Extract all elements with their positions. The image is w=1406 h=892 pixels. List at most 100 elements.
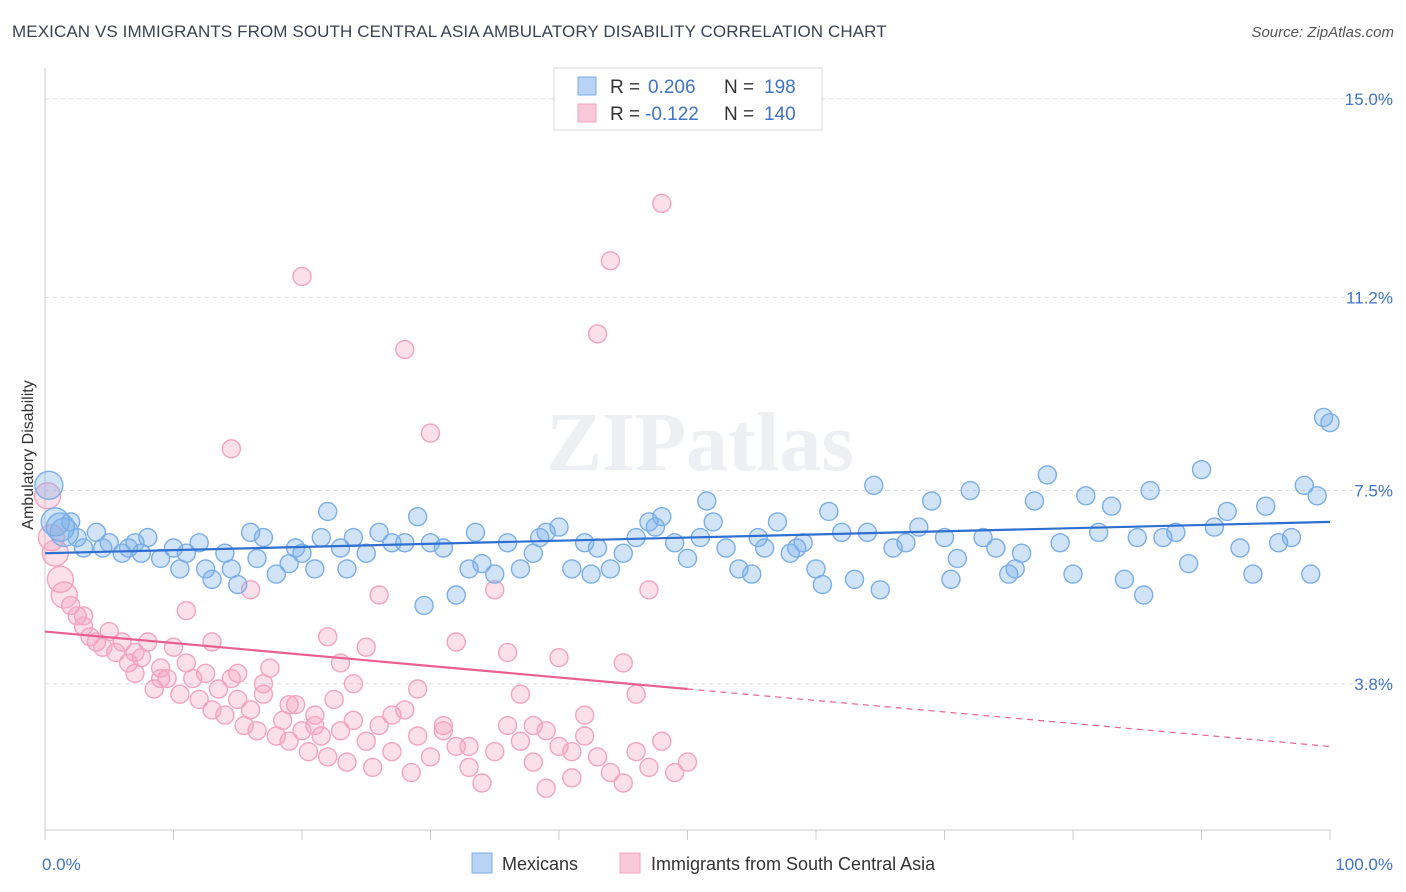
mexicans-point xyxy=(754,538,775,558)
immigrants-point xyxy=(600,762,621,783)
legend-n-label: N = xyxy=(724,104,754,125)
immigrants-point xyxy=(215,705,235,725)
immigrants-point xyxy=(510,684,531,704)
y-tick-label: 7.5% xyxy=(1354,482,1393,501)
legend-swatch-immigrants xyxy=(577,103,597,123)
mexicans-point xyxy=(1243,564,1263,584)
mexicans-point xyxy=(138,527,158,548)
mexicans-point xyxy=(228,574,248,595)
immigrants-point xyxy=(639,757,659,778)
bottom-legend-swatch-mexicans xyxy=(471,852,493,874)
mexicans-point xyxy=(67,527,87,548)
mexicans-point xyxy=(1127,527,1147,548)
immigrants-point xyxy=(369,715,389,736)
mexicans-point xyxy=(832,522,852,543)
mexicans-point xyxy=(343,527,364,548)
mexicans-point xyxy=(581,564,601,584)
mexicans-point xyxy=(600,559,621,579)
immigrants-point xyxy=(639,580,659,600)
immigrants-point xyxy=(163,637,184,657)
mexicans-point xyxy=(1320,412,1340,433)
gridlines xyxy=(45,98,1390,685)
immigrants-point xyxy=(221,668,242,689)
mexicans-point xyxy=(1307,486,1327,506)
immigrants-point xyxy=(202,632,222,652)
mexicans-point xyxy=(337,559,357,579)
immigrants-point xyxy=(285,694,306,715)
mexicans-point xyxy=(45,512,76,542)
immigrants-trend-line xyxy=(44,630,688,691)
immigrants-point xyxy=(240,700,261,720)
mexicans-point xyxy=(780,543,800,563)
immigrants-point xyxy=(549,647,569,668)
immigrants-point xyxy=(208,679,229,699)
mexicans-point xyxy=(896,533,916,553)
mexicans-point xyxy=(49,517,79,548)
bottom-legend-mexicans: Mexicans xyxy=(502,854,578,874)
immigrants-point xyxy=(362,757,383,778)
mexicans-point xyxy=(562,559,582,579)
y-axis-title: Ambulatory Disability xyxy=(20,380,37,529)
immigrants-point xyxy=(170,684,190,704)
mexicans-point xyxy=(864,475,884,496)
immigrants-point xyxy=(420,423,441,443)
immigrants-point xyxy=(613,653,633,673)
mexicans-point xyxy=(613,543,633,563)
immigrants-point xyxy=(459,757,479,778)
mexicans-point xyxy=(697,491,717,511)
immigrants-point xyxy=(279,694,299,715)
x-tick-labels: 0.0% 100.0% xyxy=(42,855,1393,874)
immigrants-point xyxy=(330,721,351,741)
mexicans-point xyxy=(446,585,466,605)
immigrants-point xyxy=(247,721,267,741)
mexicans-point xyxy=(1133,585,1154,605)
immigrants-point xyxy=(626,741,646,762)
mexicans-point xyxy=(1191,459,1212,480)
immigrants-point xyxy=(626,684,646,704)
mexicans-point xyxy=(433,538,454,558)
immigrants-point xyxy=(459,736,479,757)
legend-n-label: N = xyxy=(724,77,754,98)
immigrants-point xyxy=(536,721,556,741)
immigrants-point xyxy=(50,581,78,609)
immigrants-point xyxy=(652,731,672,751)
mexicans-point xyxy=(652,506,672,527)
immigrants-point xyxy=(105,642,126,663)
mexicans-point xyxy=(664,533,685,553)
mexicans-point xyxy=(34,470,64,501)
mexicans-point xyxy=(934,527,955,548)
mexicans-point xyxy=(1114,569,1135,590)
immigrants-point xyxy=(343,674,364,694)
legend-r-label: R = xyxy=(610,104,640,125)
immigrants-point xyxy=(382,741,402,762)
legend-r-value: -0.122 xyxy=(645,104,699,125)
mexicans-point xyxy=(793,533,813,553)
x-tick-label: 0.0% xyxy=(42,855,81,874)
x-tick-label: 100.0% xyxy=(1335,855,1393,874)
mexicans-point xyxy=(748,527,768,548)
mexicans-point xyxy=(1294,475,1315,496)
chart-title: MEXICAN VS IMMIGRANTS FROM SOUTH CENTRAL… xyxy=(12,22,887,41)
series-immigrants-points xyxy=(33,193,698,798)
immigrants-point xyxy=(292,266,312,287)
immigrants-point xyxy=(150,658,171,678)
source-credit: Source: ZipAtlas.com xyxy=(1251,24,1394,41)
mexicans-point xyxy=(999,564,1019,584)
mexicans-point xyxy=(395,533,415,553)
mexicans-point xyxy=(318,501,338,522)
mexicans-point xyxy=(510,559,531,579)
mexicans-point xyxy=(1217,501,1237,522)
immigrants-point xyxy=(562,768,582,788)
mexicans-point xyxy=(973,527,993,548)
immigrants-point xyxy=(337,752,357,772)
y-tick-label: 3.8% xyxy=(1354,675,1393,694)
immigrants-point xyxy=(305,715,325,736)
mexicans-point xyxy=(1050,533,1070,553)
legend-n-value: 198 xyxy=(764,77,796,98)
mexicans-point xyxy=(1011,543,1032,563)
mexicans-point xyxy=(253,527,274,548)
immigrants-point xyxy=(369,585,389,605)
immigrants-point xyxy=(575,705,595,725)
immigrants-point xyxy=(485,580,505,600)
mexicans-point xyxy=(1204,517,1225,537)
